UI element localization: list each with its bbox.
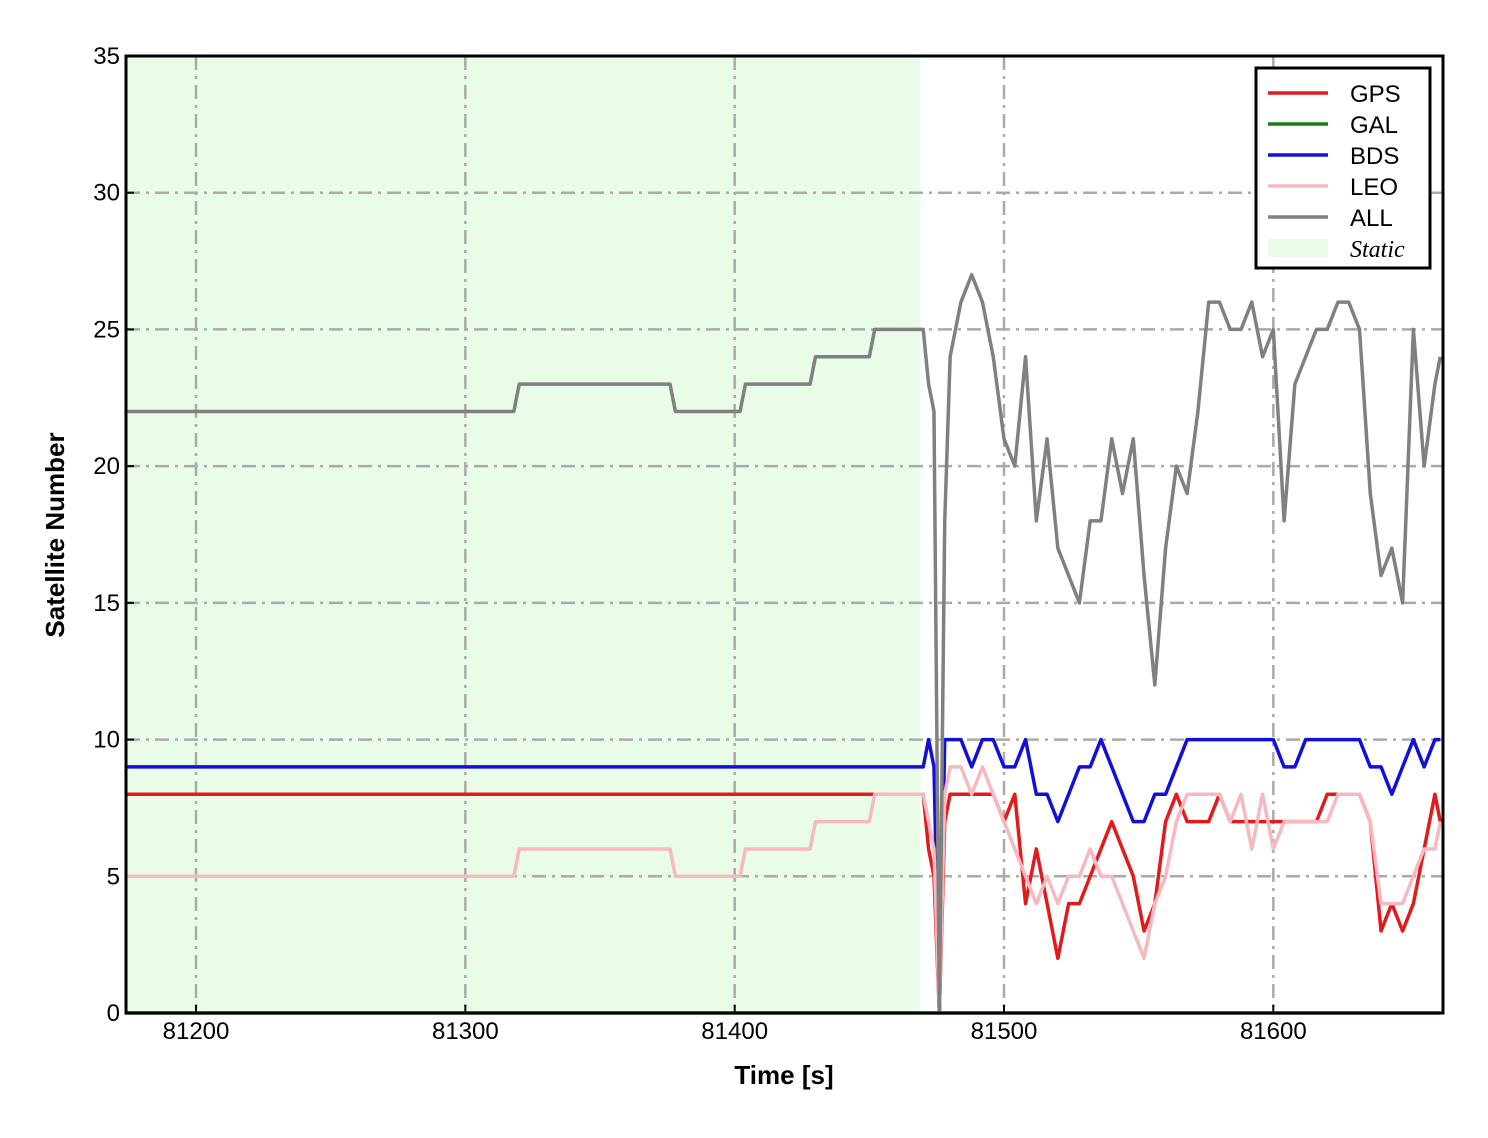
legend-swatch [1268, 239, 1328, 257]
plot-frame [124, 54, 1445, 1015]
x-tick-label: 81500 [971, 1018, 1038, 1045]
legend-label: GAL [1350, 112, 1398, 139]
legend-label: Static [1350, 237, 1405, 263]
legend-label: ALL [1350, 205, 1393, 232]
legend: GPS GAL BDS LEO ALL Static [1254, 66, 1432, 270]
legend-label: LEO [1350, 174, 1398, 201]
series-line [126, 737, 1441, 1015]
y-axis-label: Satellite Number [40, 432, 70, 637]
y-tick-label: 20 [93, 453, 120, 480]
x-tick-label: 81300 [432, 1018, 499, 1045]
x-axis-label: Time [s] [734, 1060, 833, 1090]
legend-label: BDS [1350, 143, 1399, 170]
y-tick-label: 5 [107, 863, 120, 890]
series-line [126, 272, 1443, 1015]
y-tick-label: 15 [93, 590, 120, 617]
legend-label: GPS [1350, 81, 1401, 108]
x-tick-label: 81200 [163, 1018, 230, 1045]
y-tick-label: 10 [93, 727, 120, 754]
series-line [126, 765, 1443, 1015]
y-tick-label: 35 [93, 43, 120, 70]
x-tick-label: 81400 [701, 1018, 768, 1045]
static-region [126, 56, 921, 1013]
x-tick-label: 81600 [1240, 1018, 1307, 1045]
legend-box [1254, 66, 1432, 270]
y-tick-label: 0 [107, 1000, 120, 1027]
y-tick-label: 30 [93, 180, 120, 207]
y-tick-label: 25 [93, 316, 120, 343]
